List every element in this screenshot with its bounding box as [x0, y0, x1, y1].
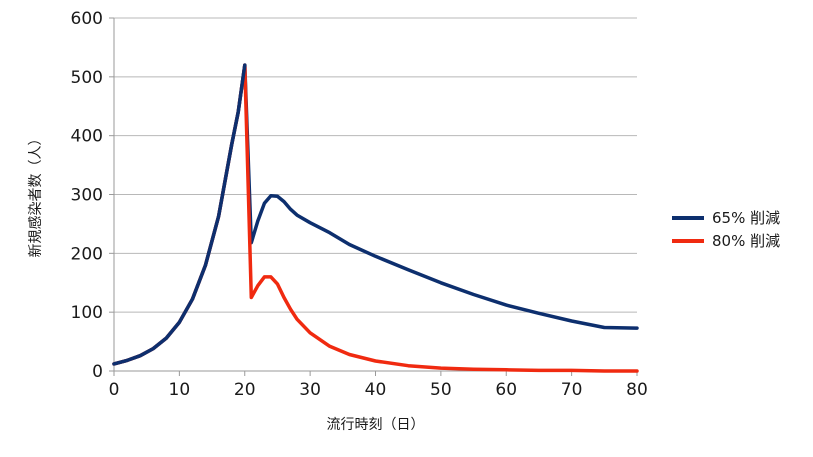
- series-lines: [112, 63, 639, 373]
- y-tick-label: 300: [71, 186, 103, 206]
- legend: 65% 削減 80% 削減: [672, 209, 780, 250]
- x-tick-label: 80: [626, 380, 648, 400]
- axes: [109, 17, 638, 376]
- series-line-shared: [112, 63, 247, 366]
- series-line: [112, 63, 639, 373]
- x-axis-title: 流行時刻（日）: [327, 417, 425, 433]
- gridlines: [114, 17, 637, 313]
- x-tick-label: 20: [234, 380, 256, 400]
- y-tick-label: 600: [71, 9, 103, 29]
- y-tick-labels: 0 100 200 300 400 500 600: [71, 9, 103, 382]
- x-tick-label: 70: [561, 380, 583, 400]
- y-tick-label: 0: [92, 362, 103, 382]
- legend-label: 65% 削減: [712, 209, 780, 227]
- y-tick-label: 100: [71, 303, 103, 323]
- x-tick-label: 10: [169, 380, 191, 400]
- x-tick-label: 0: [109, 380, 120, 400]
- legend-label: 80% 削減: [712, 232, 780, 250]
- x-tick-label: 50: [430, 380, 452, 400]
- x-tick-labels: 0 10 20 30 40 50 60 70 80: [109, 380, 648, 400]
- series-line: [112, 63, 639, 366]
- y-tick-label: 400: [71, 127, 103, 147]
- y-axis-title: 新規感染者数（人）: [27, 132, 44, 258]
- y-tick-label: 500: [71, 68, 103, 88]
- x-tick-label: 30: [299, 380, 321, 400]
- y-tick-label: 200: [71, 244, 103, 264]
- x-tick-label: 40: [365, 380, 387, 400]
- x-tick-label: 60: [495, 380, 517, 400]
